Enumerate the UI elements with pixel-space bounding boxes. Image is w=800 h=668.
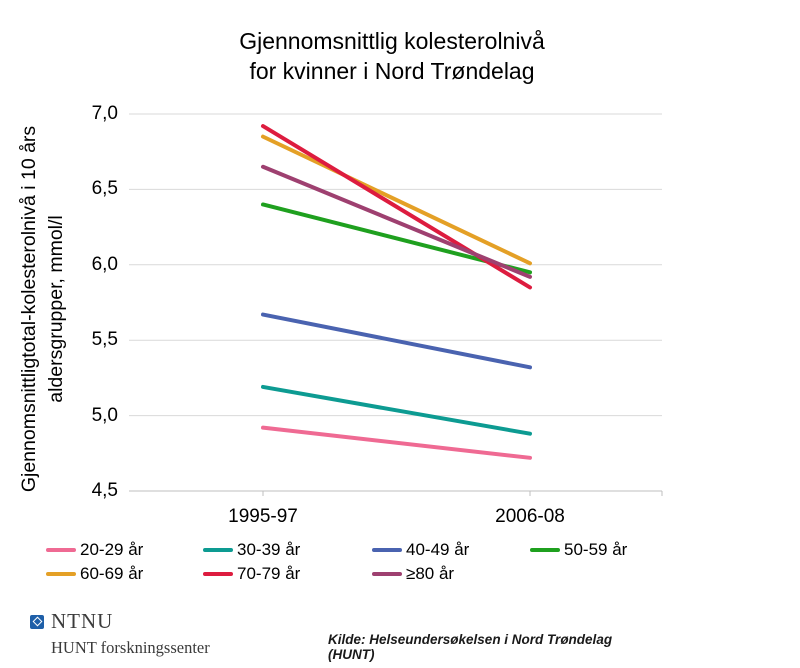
chart-title: Gjennomsnittlig kolesterolnivå for kvinn… — [0, 26, 784, 86]
legend-label: ≥80 år — [406, 564, 455, 583]
legend-label: 30-39 år — [237, 540, 301, 559]
source-note: Kilde: Helseundersøkelsen i Nord Trøndel… — [328, 632, 613, 662]
legend-label: 20-29 år — [80, 540, 144, 559]
series-line-20-29-r — [261, 425, 532, 460]
legend-item-40-49-ar: 40-49 år — [372, 540, 469, 560]
legend-label: 70-79 år — [237, 564, 301, 583]
y-tick-label: 6,0 — [91, 254, 118, 275]
x-tick-label-2006-08: 2006-08 — [495, 506, 565, 527]
legend-label: 50-59 år — [564, 540, 628, 559]
series-line-30-39-r — [261, 384, 532, 436]
y-tick-label: 5,5 — [91, 329, 118, 350]
y-tick-label: 4,5 — [91, 480, 118, 501]
ntnu-logo-icon — [30, 614, 44, 629]
chart-title-line2: for kvinner i Nord Trøndelag — [249, 58, 535, 84]
legend-swatch-50-59-ar — [530, 548, 560, 552]
ntnu-logo: NTNU HUNT forskningssenter — [30, 609, 210, 658]
chart-title-line1: Gjennomsnittlig kolesterolnivå — [239, 28, 545, 54]
hunt-forskningssenter-text: HUNT forskningssenter — [51, 638, 210, 657]
legend-item-80-plus-ar: ≥80 år — [372, 564, 454, 584]
y-tick-label: 6,5 — [91, 178, 118, 199]
series-line-40-49-r — [261, 312, 532, 370]
legend-item-70-79-ar: 70-79 år — [203, 564, 300, 584]
legend-item-20-29-ar: 20-29 år — [46, 540, 143, 560]
series-line--80-r — [261, 164, 532, 279]
ntnu-logo-text: NTNU — [51, 609, 114, 633]
x-tick-label-1995-97: 1995-97 — [228, 506, 298, 527]
legend-swatch-30-39-ar — [203, 548, 233, 552]
legend-label: 40-49 år — [406, 540, 470, 559]
legend-swatch-60-69-ar — [46, 572, 76, 576]
legend-swatch-70-79-ar — [203, 572, 233, 576]
legend-swatch-80-plus-ar — [372, 572, 402, 576]
series-line-60-69-r — [261, 134, 532, 266]
legend-item-50-59-ar: 50-59 år — [530, 540, 627, 560]
legend-swatch-20-29-ar — [46, 548, 76, 552]
legend-swatch-40-49-ar — [372, 548, 402, 552]
legend-item-30-39-ar: 30-39 år — [203, 540, 300, 560]
legend-item-60-69-ar: 60-69 år — [46, 564, 143, 584]
y-tick-label: 7,0 — [91, 103, 118, 124]
series-line-70-79-r — [261, 124, 532, 290]
legend-label: 60-69 år — [80, 564, 144, 583]
y-tick-label: 5,0 — [91, 405, 118, 426]
